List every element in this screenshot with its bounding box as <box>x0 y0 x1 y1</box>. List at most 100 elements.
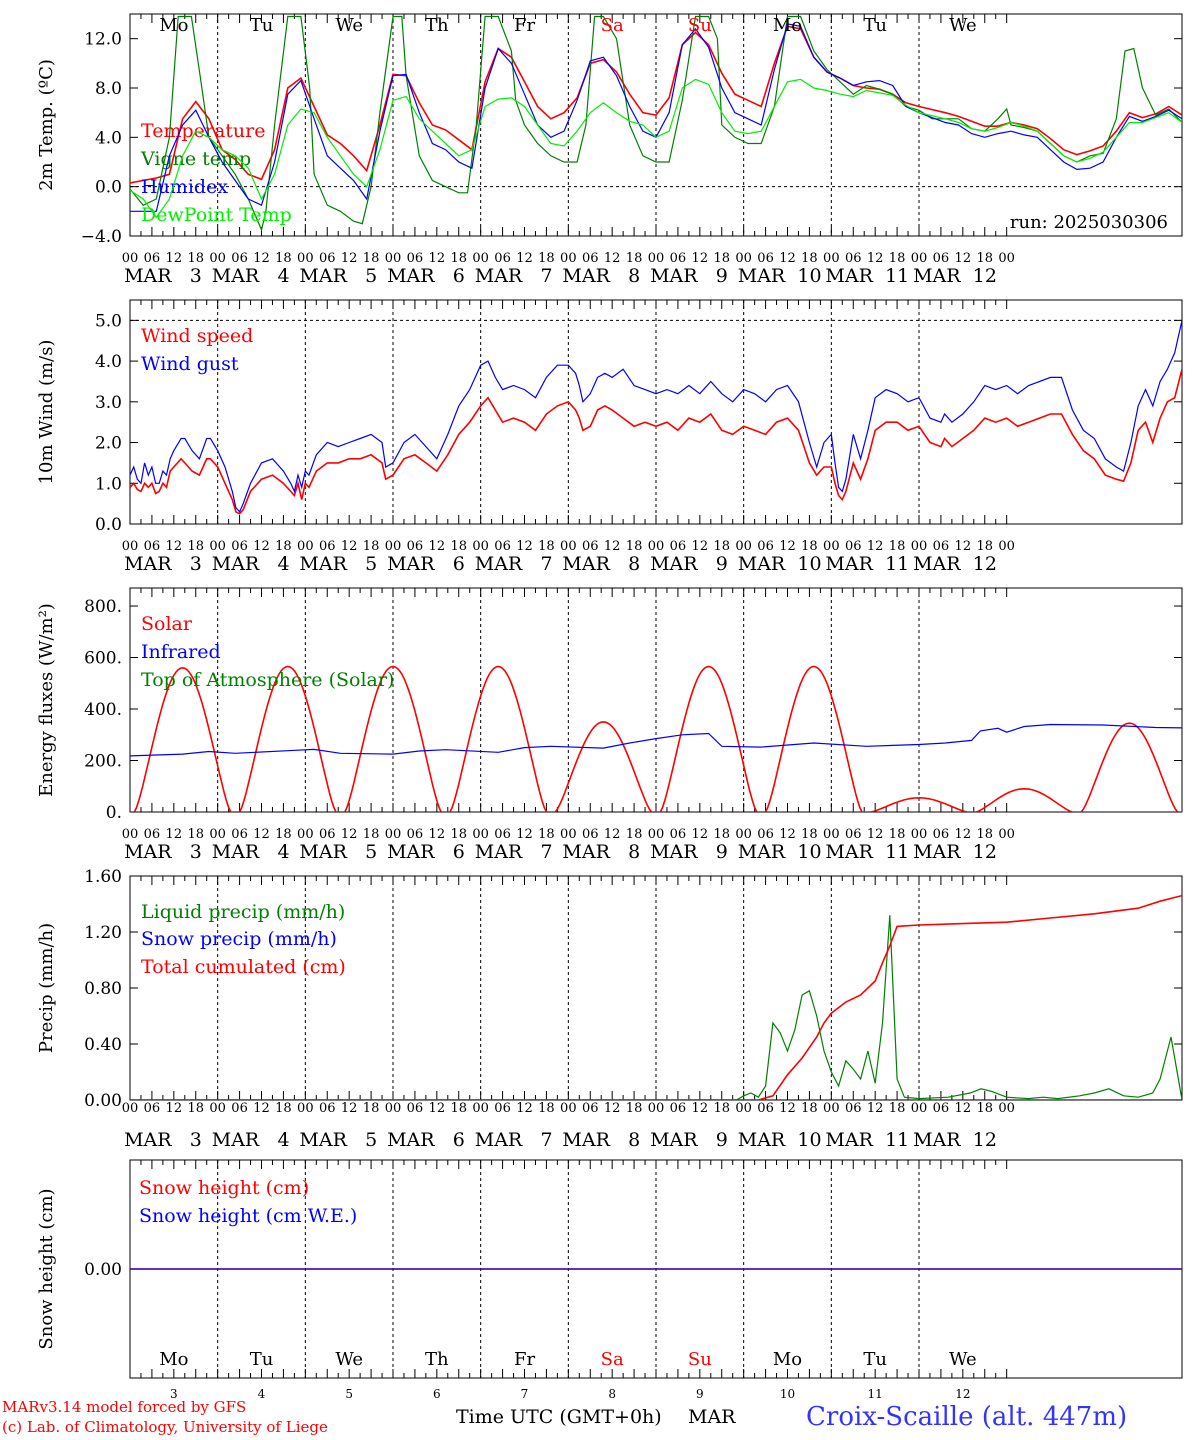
hour-tick-label: 18 <box>801 539 818 554</box>
hour-tick-label: 00 <box>823 251 840 266</box>
hour-tick-label: 06 <box>845 539 862 554</box>
y-tick-label: 3.0 <box>95 393 122 413</box>
legend-entry: Humidex <box>141 176 228 198</box>
hour-tick-label: 18 <box>626 251 643 266</box>
y-tick-label: 600. <box>84 649 122 669</box>
hour-tick-label: 18 <box>363 539 380 554</box>
y-tick-label: 2.0 <box>95 434 122 454</box>
y-tick-label: 1.60 <box>84 867 122 887</box>
hour-tick-label: 12 <box>604 539 621 554</box>
hour-tick-label: 06 <box>845 1101 862 1116</box>
hour-tick-label: 00 <box>385 251 402 266</box>
series-line <box>130 894 1182 1100</box>
hour-tick-label: 18 <box>450 827 467 842</box>
day-month-label: MAR <box>124 553 172 575</box>
day-month-label: MAR <box>387 841 435 863</box>
hour-tick-label: 00 <box>122 1101 139 1116</box>
day-date-label: 11 <box>885 265 909 287</box>
day-of-week-label: Mo <box>773 15 802 36</box>
day-of-week-label: Su <box>688 1349 712 1370</box>
y-axis-label: 2m Temp. (ºC) <box>36 59 57 191</box>
day-month-label: MAR <box>825 553 873 575</box>
hour-tick-label: 18 <box>713 827 730 842</box>
day-month-label: MAR <box>738 1129 786 1151</box>
day-of-week-label: We <box>335 1349 363 1370</box>
y-tick-label: 0.80 <box>84 979 122 999</box>
hour-tick-label: 06 <box>319 827 336 842</box>
hour-tick-label: 00 <box>998 1101 1015 1116</box>
hour-tick-label: 18 <box>626 1101 643 1116</box>
y-tick-label: 0.00 <box>84 1091 122 1111</box>
y-tick-label: 1.0 <box>95 474 122 494</box>
day-date-label: 9 <box>716 841 728 863</box>
hour-tick-label: 06 <box>319 539 336 554</box>
hour-tick-label: 00 <box>385 1101 402 1116</box>
panel-5: 0.00 Snow height (cm) Snow height (cm) Snow… <box>36 1159 1183 1401</box>
hour-tick-label: 00 <box>209 827 226 842</box>
hour-tick-label: 00 <box>823 827 840 842</box>
hour-tick-label: 06 <box>231 251 248 266</box>
hour-tick-label: 18 <box>626 539 643 554</box>
hour-tick-label: 06 <box>494 827 511 842</box>
day-month-label: MAR <box>825 1129 873 1151</box>
day-date-label: 12 <box>973 1129 997 1151</box>
y-tick-label: 800. <box>84 597 122 617</box>
y-tick-label: 0. <box>106 803 122 823</box>
hour-tick-label: 06 <box>494 539 511 554</box>
day-date-label: 11 <box>885 553 909 575</box>
hour-tick-label: 00 <box>648 1101 665 1116</box>
hour-tick-label: 00 <box>385 539 402 554</box>
day-month-label: MAR <box>124 265 172 287</box>
hour-tick-label: 00 <box>560 251 577 266</box>
hour-tick-label: 18 <box>976 251 993 266</box>
hour-tick-label: 06 <box>757 827 774 842</box>
hour-tick-label: 00 <box>998 251 1015 266</box>
hour-tick-label: 00 <box>911 251 928 266</box>
hour-tick-label: 00 <box>735 827 752 842</box>
time-axis-month: MAR <box>688 1406 736 1428</box>
hour-tick-label: 18 <box>275 827 292 842</box>
hour-tick-label: 12 <box>779 1101 796 1116</box>
hour-tick-label: 06 <box>757 251 774 266</box>
day-of-week-label: Su <box>688 15 712 36</box>
hour-tick-label: 06 <box>757 1101 774 1116</box>
hour-tick-label: 06 <box>144 539 161 554</box>
series-line <box>130 23 1182 212</box>
hour-tick-label: 00 <box>911 1101 928 1116</box>
hour-tick-label: 06 <box>670 251 687 266</box>
day-month-label: MAR <box>650 553 698 575</box>
hour-tick-label: 18 <box>713 251 730 266</box>
y-tick-label: 0.0 <box>95 515 122 535</box>
panel-1: −4.00.04.08.012.02m Temp. (ºC)00 06 12 18 00… <box>36 13 1183 287</box>
hour-tick-label: 00 <box>297 539 314 554</box>
hour-tick-label: 12 <box>692 251 709 266</box>
series-line <box>130 369 1182 515</box>
hour-tick-label: 06 <box>407 251 424 266</box>
day-date-label: 9 <box>696 1387 704 1401</box>
hour-tick-label: 12 <box>516 827 533 842</box>
y-axis-label: Snow height (cm) <box>36 1188 57 1349</box>
hour-tick-label: 06 <box>494 251 511 266</box>
day-month-label: MAR <box>650 841 698 863</box>
y-tick-label: 400. <box>84 700 122 720</box>
y-tick-label: 4.0 <box>95 128 122 148</box>
hour-tick-label: 06 <box>407 1101 424 1116</box>
y-tick-label: 5.0 <box>95 311 122 331</box>
hour-tick-label: 06 <box>319 251 336 266</box>
day-date-label: 7 <box>521 1387 529 1401</box>
hour-tick-label: 12 <box>253 1101 270 1116</box>
legend-entry: Temperature <box>141 120 265 142</box>
hour-tick-label: 06 <box>231 1101 248 1116</box>
day-of-week-label: Mo <box>773 1349 802 1370</box>
legend-entry: Vigne temp <box>140 148 251 170</box>
day-month-label: MAR <box>299 265 347 287</box>
hour-tick-label: 00 <box>735 251 752 266</box>
day-of-week-label: We <box>949 15 977 36</box>
hour-tick-label: 00 <box>122 827 139 842</box>
day-of-week-label: Tu <box>250 15 274 36</box>
day-date-label: 8 <box>628 841 640 863</box>
hour-tick-label: 00 <box>911 539 928 554</box>
hour-tick-label: 12 <box>867 1101 884 1116</box>
day-month-label: MAR <box>738 841 786 863</box>
legend-entry: Infrared <box>141 641 221 663</box>
